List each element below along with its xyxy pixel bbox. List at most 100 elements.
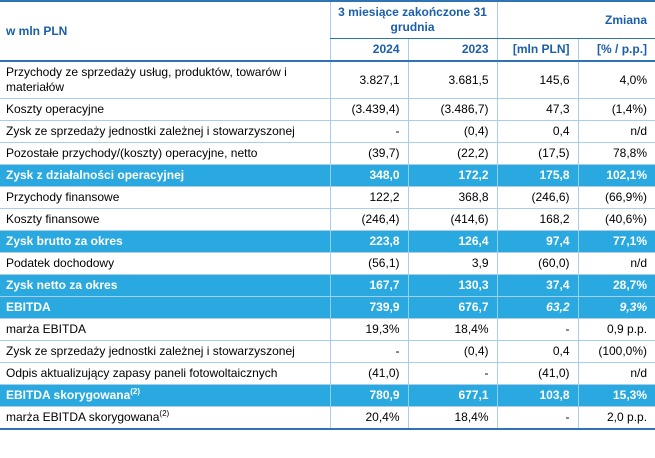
- change-group-header: Zmiana: [496, 1, 655, 39]
- value-change-abs: 0,4: [496, 120, 579, 143]
- value-2023: 126,4: [407, 230, 498, 253]
- value-change-pct: (40,6%): [577, 208, 655, 231]
- col-header-2023: 2023: [407, 38, 498, 62]
- value-change-abs: (246,6): [496, 186, 579, 209]
- value-2023: (0,4): [407, 120, 498, 143]
- row-label: Przychody finansowe: [0, 186, 330, 209]
- table-row: Koszty finansowe (246,4) (414,6) 168,2 (…: [0, 208, 655, 231]
- row-label: Podatek dochodowy: [0, 252, 330, 275]
- value-change-abs: 145,6: [496, 61, 579, 99]
- row-label: Zysk netto za okres: [0, 274, 330, 297]
- value-2023: 18,4%: [407, 406, 498, 430]
- table-header: w mln PLN 3 miesiące zakończone 31 grudn…: [0, 1, 655, 62]
- header-row-columns: 2024 2023 [mln PLN] [% / p.p.]: [0, 38, 655, 62]
- table-row: Podatek dochodowy (56,1) 3,9 (60,0) n/d: [0, 252, 655, 275]
- value-2023: (22,2): [407, 142, 498, 165]
- value-2023: 676,7: [407, 296, 498, 319]
- value-2024: 19,3%: [329, 318, 408, 341]
- table-row: Zysk ze sprzedaży jednostki zależnej i s…: [0, 120, 655, 143]
- value-change-abs: -: [496, 318, 579, 341]
- row-label: Koszty finansowe: [0, 208, 330, 231]
- value-2024: (39,7): [329, 142, 408, 165]
- value-change-pct: 9,3%: [577, 296, 655, 319]
- value-2024: (3.439,4): [329, 98, 408, 121]
- value-change-abs: (17,5): [496, 142, 579, 165]
- value-change-pct: 15,3%: [577, 384, 655, 407]
- value-2023: 677,1: [407, 384, 498, 407]
- value-change-pct: (100,0%): [577, 340, 655, 363]
- value-change-abs: 97,4: [496, 230, 579, 253]
- value-change-pct: 78,8%: [577, 142, 655, 165]
- value-change-abs: (41,0): [496, 362, 579, 385]
- table-row-highlight: Zysk z działalności operacyjnej 348,0 17…: [0, 164, 655, 187]
- value-2023: -: [407, 362, 498, 385]
- value-2024: -: [329, 120, 408, 143]
- value-2023: (0,4): [407, 340, 498, 363]
- value-2024: 20,4%: [329, 406, 408, 430]
- value-change-pct: 77,1%: [577, 230, 655, 253]
- value-change-abs: -: [496, 406, 579, 430]
- value-2024: (41,0): [329, 362, 408, 385]
- row-label-text: marża EBITDA skorygowana: [6, 410, 160, 424]
- value-change-pct: n/d: [577, 252, 655, 275]
- row-label: marża EBITDA skorygowana(2): [0, 406, 330, 430]
- table-row-highlight: Zysk netto za okres 167,7 130,3 37,4 28,…: [0, 274, 655, 297]
- value-change-abs: (60,0): [496, 252, 579, 275]
- table-row: Przychody finansowe 122,2 368,8 (246,6) …: [0, 186, 655, 209]
- table-row: Pozostałe przychody/(koszty) operacyjne,…: [0, 142, 655, 165]
- col-header-change-pct: [% / p.p.]: [577, 38, 655, 62]
- value-2023: (3.486,7): [407, 98, 498, 121]
- footnote-ref: (2): [130, 387, 141, 396]
- value-2024: -: [329, 340, 408, 363]
- value-change-pct: n/d: [577, 362, 655, 385]
- value-change-pct: 0,9 p.p.: [577, 318, 655, 341]
- value-2023: 18,4%: [407, 318, 498, 341]
- value-2023: 368,8: [407, 186, 498, 209]
- footnote-ref: (2): [159, 409, 170, 418]
- unit-label: w mln PLN: [0, 1, 330, 62]
- col-header-2024: 2024: [329, 38, 408, 62]
- table-row: Koszty operacyjne (3.439,4) (3.486,7) 47…: [0, 98, 655, 121]
- value-change-pct: (1,4%): [577, 98, 655, 121]
- value-change-abs: 0,4: [496, 340, 579, 363]
- row-label: Zysk z działalności operacyjnej: [0, 164, 330, 187]
- value-change-pct: 2,0 p.p.: [577, 406, 655, 430]
- table-row: marża EBITDA 19,3% 18,4% - 0,9 p.p.: [0, 318, 655, 341]
- value-2023: 130,3: [407, 274, 498, 297]
- value-change-abs: 63,2: [496, 296, 579, 319]
- row-label: Przychody ze sprzedaży usług, produktów,…: [0, 61, 330, 99]
- col-header-change-abs: [mln PLN]: [496, 38, 579, 62]
- value-2024: 223,8: [329, 230, 408, 253]
- header-row-groups: w mln PLN 3 miesiące zakończone 31 grudn…: [0, 1, 655, 62]
- value-change-pct: (66,9%): [577, 186, 655, 209]
- table-row: Zysk ze sprzedaży jednostki zależnej i s…: [0, 340, 655, 363]
- table-row: marża EBITDA skorygowana(2) 20,4% 18,4% …: [0, 406, 655, 430]
- row-label: marża EBITDA: [0, 318, 330, 341]
- table-row: Przychody ze sprzedaży usług, produktów,…: [0, 61, 655, 99]
- value-2023: 3,9: [407, 252, 498, 275]
- value-change-pct: n/d: [577, 120, 655, 143]
- value-change-abs: 47,3: [496, 98, 579, 121]
- row-label: EBITDA: [0, 296, 330, 319]
- table-row: Odpis aktualizujący zapasy paneli fotowo…: [0, 362, 655, 385]
- row-label: Zysk ze sprzedaży jednostki zależnej i s…: [0, 120, 330, 143]
- table-row-highlight: Zysk brutto za okres 223,8 126,4 97,4 77…: [0, 230, 655, 253]
- row-label: Zysk brutto za okres: [0, 230, 330, 253]
- table-row-highlight: EBITDA skorygowana(2) 780,9 677,1 103,8 …: [0, 384, 655, 407]
- value-change-abs: 168,2: [496, 208, 579, 231]
- row-label: Zysk ze sprzedaży jednostki zależnej i s…: [0, 340, 330, 363]
- value-2024: 167,7: [329, 274, 408, 297]
- value-change-pct: 102,1%: [577, 164, 655, 187]
- value-2024: 3.827,1: [329, 61, 408, 99]
- value-change-abs: 175,8: [496, 164, 579, 187]
- table-row-highlight: EBITDA 739,9 676,7 63,2 9,3%: [0, 296, 655, 319]
- table-body: Przychody ze sprzedaży usług, produktów,…: [0, 61, 655, 430]
- value-2023: 3.681,5: [407, 61, 498, 99]
- value-change-pct: 4,0%: [577, 61, 655, 99]
- value-2024: (56,1): [329, 252, 408, 275]
- row-label: Pozostałe przychody/(koszty) operacyjne,…: [0, 142, 330, 165]
- row-label: Odpis aktualizujący zapasy paneli fotowo…: [0, 362, 330, 385]
- row-label-text: EBITDA skorygowana: [6, 388, 131, 402]
- value-change-abs: 103,8: [496, 384, 579, 407]
